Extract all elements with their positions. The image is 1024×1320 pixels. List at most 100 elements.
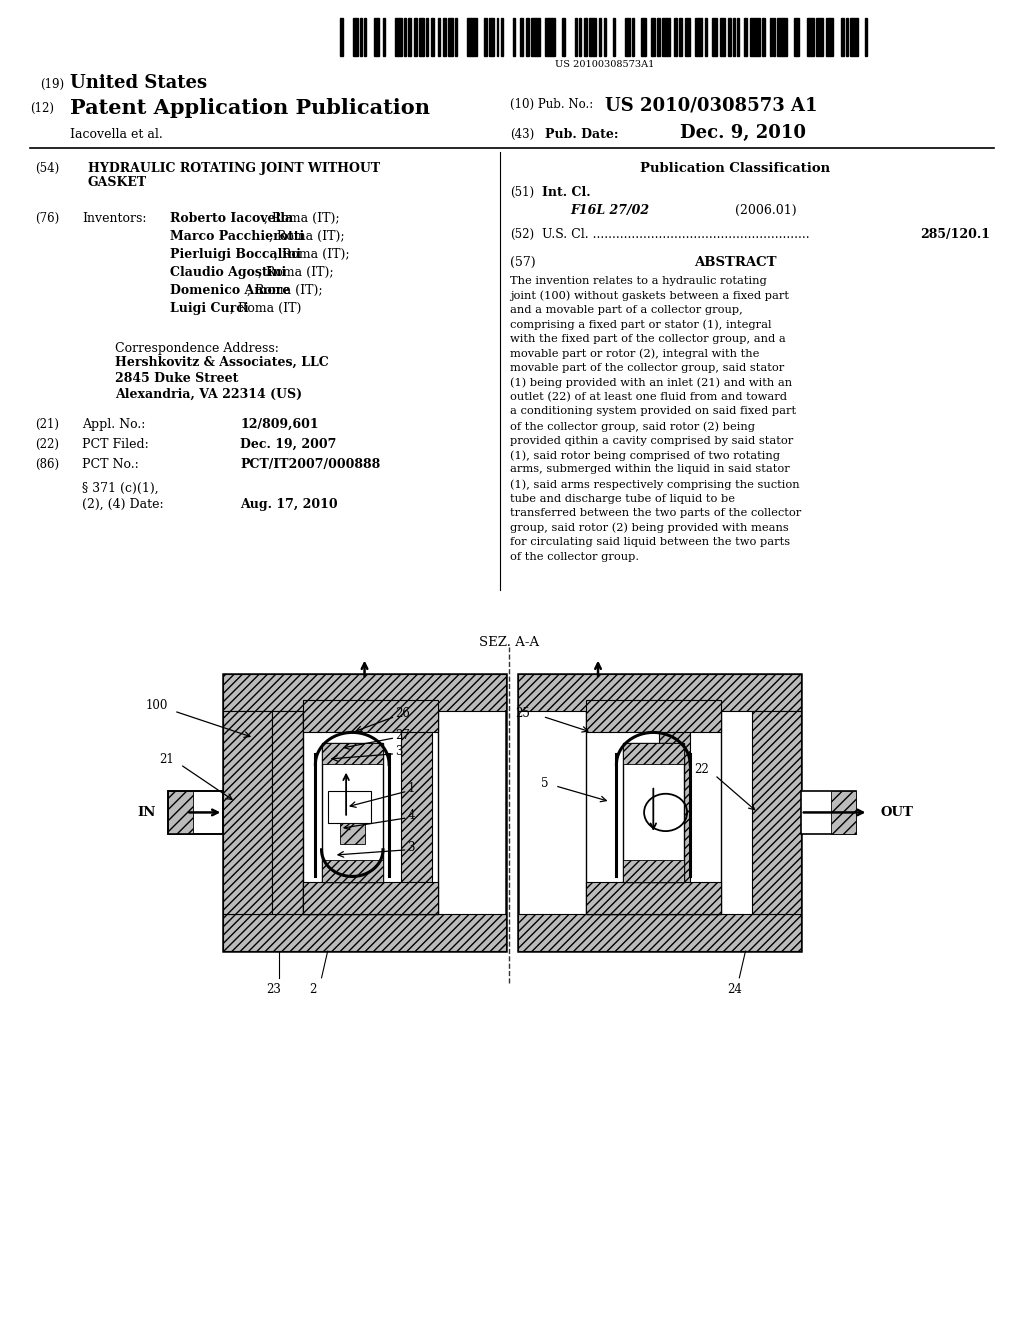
Text: (51): (51) <box>510 186 535 199</box>
Bar <box>685 18 690 55</box>
Bar <box>518 673 801 952</box>
Text: Iacovella et al.: Iacovella et al. <box>70 128 163 141</box>
Bar <box>770 18 771 55</box>
Bar <box>520 18 523 55</box>
Bar <box>807 18 814 55</box>
Text: (12): (12) <box>30 102 54 115</box>
Text: PCT No.:: PCT No.: <box>82 458 138 471</box>
Bar <box>168 791 223 834</box>
Text: Pub. Date:: Pub. Date: <box>545 128 618 141</box>
Bar <box>502 18 504 55</box>
Bar <box>586 711 721 913</box>
Bar <box>841 18 844 55</box>
Text: US 2010/0308573 A1: US 2010/0308573 A1 <box>605 96 817 114</box>
Bar <box>518 673 801 711</box>
Bar <box>488 18 494 55</box>
Bar <box>632 18 634 55</box>
Text: , Roma (IT);: , Roma (IT); <box>274 248 350 261</box>
Bar <box>575 18 577 55</box>
Text: 1: 1 <box>408 781 415 795</box>
Bar <box>851 18 858 55</box>
Bar <box>733 18 735 55</box>
Bar <box>752 711 801 913</box>
Text: SEZ. A-A: SEZ. A-A <box>479 636 539 649</box>
Text: Aug. 17, 2010: Aug. 17, 2010 <box>240 498 338 511</box>
Text: OUT: OUT <box>881 807 913 818</box>
Text: Correspondence Address:: Correspondence Address: <box>115 342 279 355</box>
Bar <box>513 18 515 55</box>
Text: (2), (4) Date:: (2), (4) Date: <box>82 498 164 511</box>
Bar <box>773 18 775 55</box>
Bar <box>419 18 424 55</box>
Text: of the collector group.: of the collector group. <box>510 552 639 561</box>
Bar <box>586 882 721 913</box>
Text: 2845 Duke Street: 2845 Duke Street <box>115 372 239 385</box>
Text: § 371 (c)(1),: § 371 (c)(1), <box>82 482 159 495</box>
Bar <box>623 861 684 882</box>
Text: (19): (19) <box>40 78 65 91</box>
Text: 12/809,601: 12/809,601 <box>240 418 318 432</box>
Text: movable part of the collector group, said stator: movable part of the collector group, sai… <box>510 363 784 374</box>
Text: United States: United States <box>70 74 207 92</box>
Text: The invention relates to a hydraulic rotating: The invention relates to a hydraulic rot… <box>510 276 767 286</box>
Bar <box>750 18 760 55</box>
Bar <box>604 18 606 55</box>
Text: Luigi Curci: Luigi Curci <box>170 302 249 315</box>
Text: with the fixed part of the collector group, and a: with the fixed part of the collector gro… <box>510 334 785 345</box>
Text: (52): (52) <box>510 228 535 242</box>
Bar <box>816 18 823 55</box>
Text: Inventors:: Inventors: <box>82 213 146 224</box>
Text: 3: 3 <box>395 744 402 758</box>
Bar <box>431 18 433 55</box>
Bar <box>826 18 834 55</box>
Bar <box>426 18 428 55</box>
Bar <box>455 18 457 55</box>
Text: (43): (43) <box>510 128 535 141</box>
Text: PCT/IT2007/000888: PCT/IT2007/000888 <box>240 458 380 471</box>
Bar <box>414 18 417 55</box>
Text: (22): (22) <box>35 438 59 451</box>
Bar <box>586 701 721 733</box>
Bar <box>599 18 601 55</box>
Text: Marco Pacchierotti: Marco Pacchierotti <box>170 230 304 243</box>
Bar <box>383 18 385 55</box>
Text: GASKET: GASKET <box>88 176 147 189</box>
Text: 100: 100 <box>145 700 168 713</box>
Text: (1), said rotor being comprised of two rotating: (1), said rotor being comprised of two r… <box>510 450 780 461</box>
Bar <box>223 711 272 913</box>
Bar <box>530 18 541 55</box>
Text: for circulating said liquid between the two parts: for circulating said liquid between the … <box>510 537 791 546</box>
Text: (21): (21) <box>35 418 59 432</box>
Bar <box>352 18 357 55</box>
Bar <box>168 791 193 834</box>
Text: Claudio Agostini: Claudio Agostini <box>170 267 287 279</box>
Bar <box>659 711 690 913</box>
Text: movable part or rotor (2), integral with the: movable part or rotor (2), integral with… <box>510 348 760 359</box>
Text: (54): (54) <box>35 162 59 176</box>
Text: PCT Filed:: PCT Filed: <box>82 438 148 451</box>
Bar <box>592 711 623 913</box>
Bar <box>663 18 670 55</box>
Bar <box>744 18 748 55</box>
Bar <box>374 18 379 55</box>
Text: Publication Classification: Publication Classification <box>640 162 830 176</box>
Bar <box>223 673 506 952</box>
Text: Dec. 19, 2007: Dec. 19, 2007 <box>240 438 336 451</box>
Text: 26: 26 <box>395 708 411 721</box>
Text: 22: 22 <box>694 763 709 776</box>
Bar <box>443 18 446 55</box>
Bar <box>395 18 402 55</box>
Bar <box>562 18 565 55</box>
Text: outlet (22) of at least one fluid from and toward: outlet (22) of at least one fluid from a… <box>510 392 787 403</box>
Text: (76): (76) <box>35 213 59 224</box>
Bar <box>657 18 660 55</box>
Bar <box>777 18 787 55</box>
Bar <box>720 18 725 55</box>
Text: of the collector group, said rotor (2) being: of the collector group, said rotor (2) b… <box>510 421 755 432</box>
Text: Alexandria, VA 22314 (US): Alexandria, VA 22314 (US) <box>115 388 302 401</box>
Text: Roberto Iacovella: Roberto Iacovella <box>170 213 293 224</box>
Text: Appl. No.:: Appl. No.: <box>82 418 145 432</box>
Bar <box>328 791 371 824</box>
Text: Domenico Amore: Domenico Amore <box>170 284 291 297</box>
Bar <box>322 743 383 764</box>
